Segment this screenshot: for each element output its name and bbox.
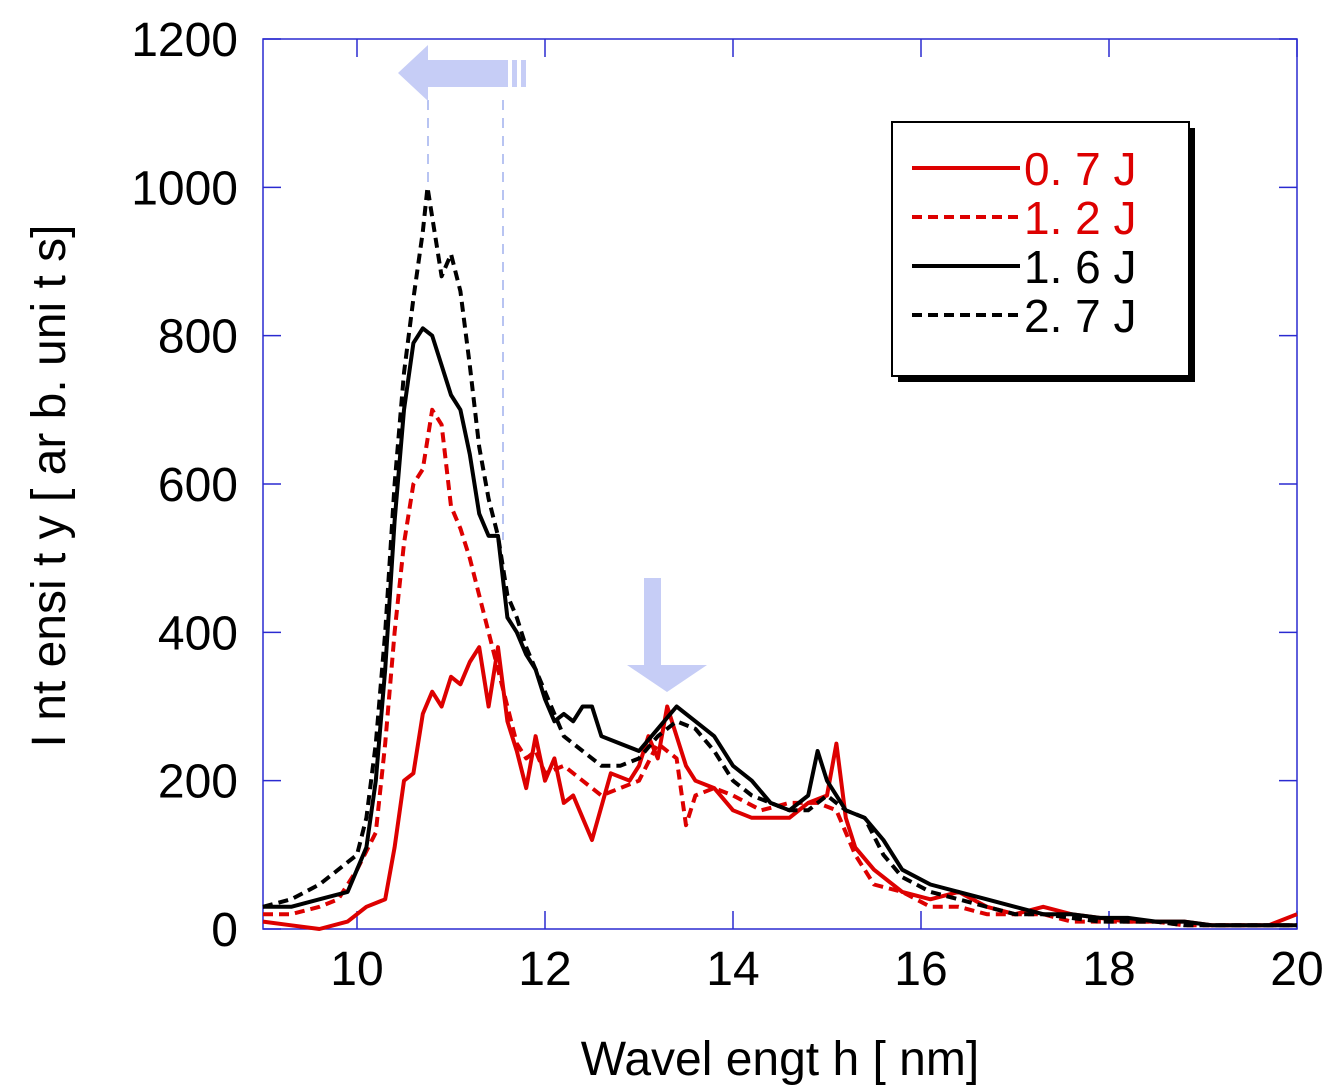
legend-box [891, 121, 1190, 377]
x-tick-label: 18 [1082, 943, 1135, 996]
series-line-3 [263, 326, 1297, 928]
series-line-4 [262, 185, 1297, 928]
data-series [262, 185, 1298, 931]
legend-label: 2. 7 J [1024, 290, 1137, 342]
x-tick-label: 16 [894, 943, 947, 996]
y-tick-label: 400 [158, 607, 238, 660]
left-arrow-icon [398, 45, 508, 101]
series-line-1 [262, 645, 1298, 931]
y-tick-label: 600 [158, 459, 238, 512]
x-axis-label: Wavel engt h [ nm] [581, 1033, 979, 1086]
arrow-tail-bar [512, 60, 517, 87]
annotation-arrows [398, 45, 707, 692]
y-tick-label: 1200 [131, 14, 238, 67]
y-tick-label: 0 [211, 904, 238, 957]
x-tick-label: 10 [330, 943, 383, 996]
axis-ticks [263, 38, 1298, 930]
legend-label: 1. 2 J [1024, 192, 1137, 244]
y-tick-label: 200 [158, 756, 238, 809]
legend-label: 0. 7 J [1024, 143, 1137, 195]
arrow-tail-bar [521, 60, 526, 87]
y-tick-label: 1000 [131, 162, 238, 215]
down-arrow-icon [627, 578, 707, 692]
x-tick-label: 12 [518, 943, 571, 996]
legend: 0. 7 J1. 2 J1. 6 J2. 7 J [891, 121, 1195, 382]
y-axis-label: I nt ensi t y [ ar b. uni t s] [23, 225, 76, 748]
y-tick-label: 800 [158, 311, 238, 364]
x-tick-label: 20 [1270, 943, 1323, 996]
x-tick-label: 14 [706, 943, 759, 996]
series-line-2 [263, 407, 1297, 928]
legend-label: 1. 6 J [1024, 241, 1137, 293]
